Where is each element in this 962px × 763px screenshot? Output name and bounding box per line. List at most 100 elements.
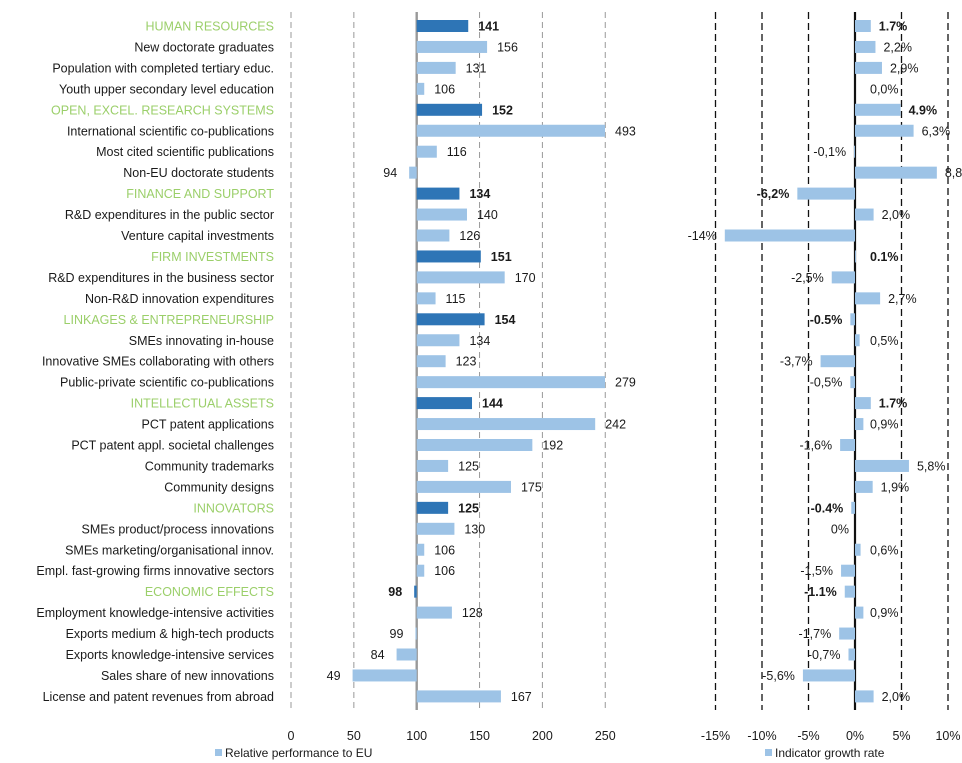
growth-bar [844,585,855,598]
bar-value-label: 140 [477,208,498,222]
growth-value-label: 2,2% [883,40,912,54]
growth-value-label: 0% [831,522,849,536]
growth-bar [802,669,855,682]
bar-value-label: 151 [491,250,512,264]
indicator-bar [416,229,450,242]
growth-value-label: -1,7% [799,627,832,641]
indicator-bar [416,606,452,619]
growth-value-label: -1,6% [799,439,832,453]
bar-value-label: 131 [466,61,487,75]
bar-value-label: 154 [495,313,516,327]
row-label: Venture capital investments [121,229,274,243]
row-label: License and patent revenues from abroad [43,690,274,704]
row-label: Innovative SMEs collaborating with other… [42,355,274,369]
row-label: New doctorate graduates [134,40,274,54]
growth-value-label: -3,7% [780,355,813,369]
row-label: Community trademarks [145,459,274,473]
row-label: SMEs marketing/organisational innov. [65,543,274,557]
x-tick-label: -10% [747,729,776,743]
growth-bar [855,397,871,410]
bar-value-label: 279 [615,376,636,390]
growth-bar [855,606,864,619]
bar-value-label: 144 [482,397,503,411]
row-label: HUMAN RESOURCES [146,20,275,34]
row-label: Exports knowledge-intensive services [66,648,274,662]
row-label: Most cited scientific publications [96,145,274,159]
bar-value-label: 152 [492,103,513,117]
row-label: R&D expenditures in the public sector [65,208,274,222]
growth-value-label: -0,1% [813,145,846,159]
growth-bar [854,145,855,158]
growth-bar [840,439,855,451]
legend-label-growth-rate: Indicator growth rate [775,746,885,760]
growth-value-label: 0,9% [870,418,899,432]
indicator-bar [416,334,460,347]
bar-value-label: 125 [458,501,479,515]
indicator-bar [415,627,417,640]
dimension-bar [416,397,473,410]
growth-value-label: 1,9% [881,480,910,494]
indicator-bar [416,40,488,53]
growth-value-label: -0,5% [810,376,843,390]
growth-bar [855,103,901,116]
growth-bar [797,187,855,200]
growth-bar [848,648,855,661]
growth-bar [855,208,874,221]
row-label: Population with completed tertiary educ. [52,61,274,75]
growth-value-label: -14% [688,229,717,243]
growth-bar [850,313,855,326]
row-labels: HUMAN RESOURCES New doctorate graduates Po… [36,20,274,704]
growth-value-label: 0,0% [870,82,899,96]
row-label: FINANCE AND SUPPORT [126,187,274,201]
growth-value-label: -6,2% [757,187,790,201]
x-tick-label: -5% [797,729,819,743]
bar-value-label: 126 [459,229,480,243]
bar-value-label: 128 [462,606,483,620]
bar-value-label: 106 [434,564,455,578]
growth-rate-value-labels: 1.7% 2,2% 2,9% 0,0% 4.9% 6,3% -0,1% 8,8% -6,2% 2,… [688,20,962,704]
row-label: OPEN, EXCEL. RESEARCH SYSTEMS [51,103,274,117]
bar-value-label: 493 [615,124,636,138]
dimension-bar [416,103,483,116]
bar-value-label: 84 [371,648,385,662]
indicator-bar [352,669,417,682]
bar-value-label: 134 [469,334,490,348]
bar-value-label: 94 [383,166,397,180]
growth-value-label: 0,6% [870,543,899,557]
bar-value-label: 115 [446,292,466,306]
indicator-bar [416,418,596,431]
growth-bar [855,480,873,493]
x-tick-label: 250 [595,729,616,743]
row-label: SMEs innovating in-house [129,334,274,348]
row-label: INTELLECTUAL ASSETS [131,397,274,411]
indicator-bar [416,439,533,451]
x-tick-label: 50 [347,729,361,743]
left-legend: Relative performance to EU [215,746,372,760]
growth-bar [831,271,855,284]
growth-value-label: -0.4% [811,501,844,515]
x-tick-label: -15% [701,729,730,743]
growth-bar [855,334,860,347]
growth-bar [855,40,876,53]
bar-value-label: 175 [521,480,542,494]
bar-value-label: 156 [497,40,518,54]
indicator-bar [416,480,511,493]
indicator-bar [416,271,505,284]
dimension-bar [416,313,485,326]
indicator-bar [416,543,425,556]
indicator-bar [416,292,436,305]
growth-value-label: 6,3% [922,124,951,138]
growth-bar [851,501,855,514]
row-label: Non-EU doctorate students [123,166,274,180]
bar-value-label: 125 [458,459,479,473]
relative-performance-bars [352,20,605,703]
row-label: PCT patent appl. societal challenges [71,439,274,453]
row-label: SMEs product/process innovations [82,522,274,536]
dimension-bar [416,20,469,32]
growth-bar [724,229,855,242]
x-tick-label: 0% [846,729,864,743]
growth-bar [855,690,874,703]
growth-bar [855,61,882,74]
growth-bar [855,166,937,179]
growth-value-label: 1.7% [879,397,908,411]
